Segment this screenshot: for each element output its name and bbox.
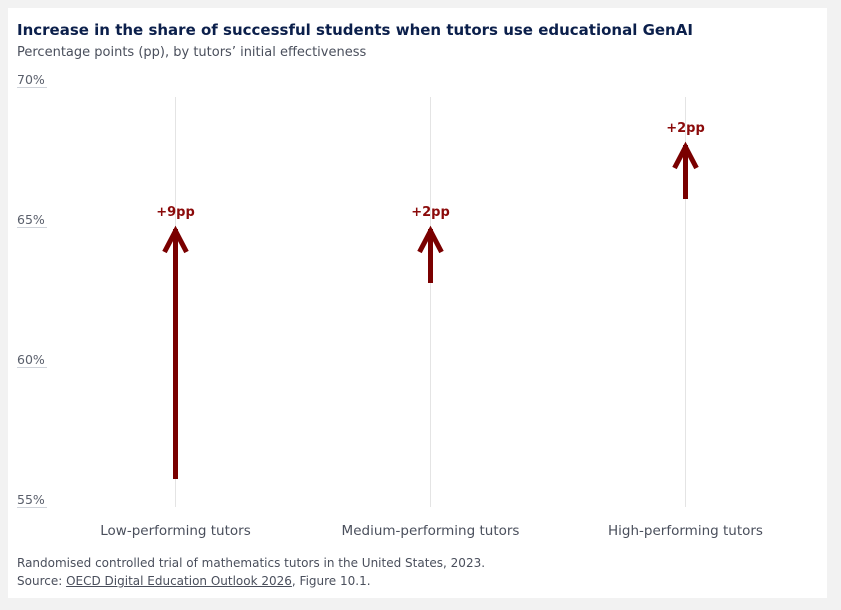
arrow-head xyxy=(162,225,189,254)
footnote: Randomised controlled trial of mathemati… xyxy=(17,556,486,570)
x-category-label: High-performing tutors xyxy=(608,523,763,539)
source-suffix: , Figure 10.1. xyxy=(291,574,371,588)
x-category-label: Low-performing tutors xyxy=(100,523,251,539)
arrow-head xyxy=(417,225,444,254)
y-tick-label: 55% xyxy=(17,492,45,507)
source-prefix: Source: xyxy=(17,574,67,588)
chart-title: Increase in the share of successful stud… xyxy=(17,21,693,39)
chart-plot-area: 55% 60% 65% 70% +9pp +2pp +2pp Low-performing t… xyxy=(17,72,763,539)
data-label: +9pp xyxy=(156,205,195,220)
y-tick-label: 70% xyxy=(17,72,45,87)
y-tick-label: 65% xyxy=(17,212,45,227)
source-line: Source: OECD Digital Education Outlook 2… xyxy=(17,574,371,588)
chart-card: Increase in the share of successful stud… xyxy=(8,8,827,598)
chart-subtitle: Percentage points (pp), by tutors’ initi… xyxy=(17,45,367,60)
x-category-label: Medium-performing tutors xyxy=(342,523,520,539)
y-tick-label: 60% xyxy=(17,352,45,367)
data-label: +2pp xyxy=(411,205,450,220)
source-link[interactable]: OECD Digital Education Outlook 2026 xyxy=(66,574,292,588)
arrow-head xyxy=(672,141,699,170)
data-label: +2pp xyxy=(666,121,705,136)
